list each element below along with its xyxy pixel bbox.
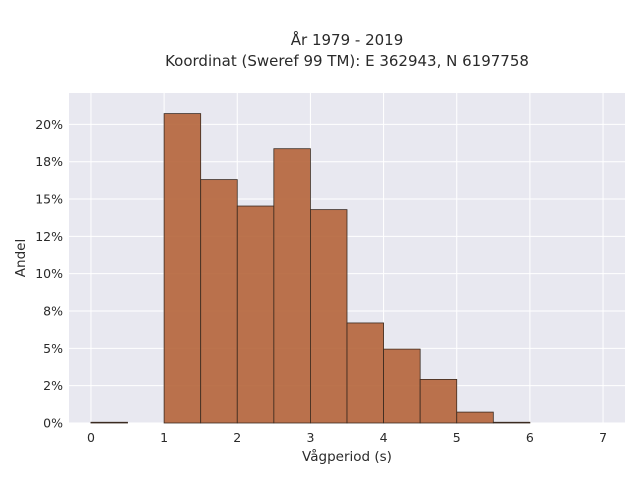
x-tick-label: 7 <box>599 430 607 445</box>
histogram-bar <box>310 209 348 424</box>
histogram-bar <box>419 378 458 424</box>
y-tick-label: 12% <box>35 229 63 244</box>
histogram-bar <box>200 179 238 424</box>
x-tick-label: 5 <box>453 430 461 445</box>
x-tick-label: 4 <box>380 430 388 445</box>
histogram-bar <box>273 148 311 424</box>
x-tick-label: 1 <box>160 430 168 445</box>
chart-title-line1: År 1979 - 2019 <box>291 30 404 49</box>
y-tick-label: 8% <box>43 304 63 319</box>
histogram-bar <box>456 411 494 424</box>
histogram-bar <box>90 421 128 424</box>
y-axis-ticks: 0% 2% 5% 8% 10% 12% 15% 18% 20% <box>35 117 63 431</box>
x-tick-label: 6 <box>526 430 534 445</box>
histogram-bar <box>383 348 421 424</box>
y-tick-label: 2% <box>43 378 63 393</box>
y-tick-label: 20% <box>35 117 63 132</box>
x-tick-label: 0 <box>87 430 95 445</box>
x-tick-label: 3 <box>306 430 314 445</box>
x-axis-label: Vågperiod (s) <box>302 448 392 465</box>
bars <box>90 113 531 424</box>
chart-title-line2: Koordinat (Sweref 99 TM): E 362943, N 61… <box>165 52 529 70</box>
histogram-bar <box>236 205 275 424</box>
y-axis-label: Andel <box>13 239 29 277</box>
x-tick-label: 2 <box>233 430 241 445</box>
x-axis-ticks: 0 1 2 3 4 5 6 7 <box>87 430 607 445</box>
histogram-bar <box>346 322 384 424</box>
histogram-bar <box>163 113 202 424</box>
y-tick-label: 5% <box>43 341 63 356</box>
y-tick-label: 18% <box>35 154 63 169</box>
y-tick-label: 15% <box>35 192 63 207</box>
histogram-bar <box>492 421 531 424</box>
y-tick-label: 0% <box>43 416 63 431</box>
y-tick-label: 10% <box>35 266 63 281</box>
